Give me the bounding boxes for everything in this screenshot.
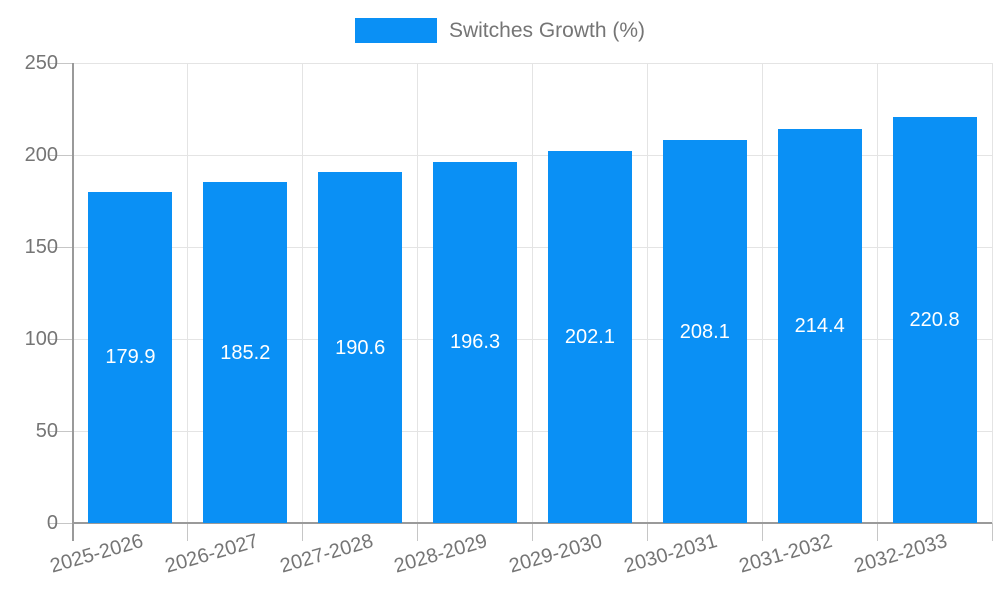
bar bbox=[433, 161, 518, 523]
x-tick-label: 2030-2031 bbox=[621, 530, 720, 578]
legend-swatch bbox=[354, 18, 437, 43]
v-gridline bbox=[302, 63, 304, 523]
x-tick-label: 2027-2028 bbox=[277, 530, 376, 578]
y-tick bbox=[48, 522, 73, 524]
bar bbox=[318, 172, 403, 523]
bar-value-label: 208.1 bbox=[679, 320, 730, 343]
bar bbox=[547, 151, 632, 523]
v-gridline bbox=[532, 63, 533, 523]
x-tick bbox=[302, 523, 304, 541]
v-gridline bbox=[761, 63, 763, 523]
bar-value-label: 220.8 bbox=[909, 308, 960, 331]
bar-value-label: 214.4 bbox=[794, 314, 845, 337]
bar-value-label: 202.1 bbox=[564, 326, 615, 349]
legend-label: Switches Growth (%) bbox=[448, 18, 646, 42]
bar bbox=[203, 182, 288, 523]
bar-value-label: 190.6 bbox=[335, 336, 386, 359]
legend: Switches Growth (%) bbox=[0, 18, 1000, 43]
y-tick-label: 0 bbox=[46, 512, 58, 534]
y-tick bbox=[48, 246, 73, 248]
y-tick bbox=[48, 338, 73, 340]
x-tick bbox=[532, 523, 533, 541]
x-tick-label: 2025-2026 bbox=[47, 530, 146, 578]
y-tick bbox=[48, 430, 73, 432]
x-tick bbox=[876, 523, 878, 541]
x-tick-label: 2028-2029 bbox=[392, 530, 491, 578]
v-gridline bbox=[876, 63, 878, 523]
x-tick bbox=[646, 523, 648, 541]
v-gridline bbox=[187, 63, 189, 523]
x-axis-line bbox=[73, 522, 992, 524]
y-tick bbox=[48, 62, 73, 64]
x-tick-label: 2026-2027 bbox=[162, 530, 261, 578]
y-tick-label: 50 bbox=[35, 420, 58, 442]
y-tick-label: 200 bbox=[24, 144, 58, 166]
y-tick bbox=[48, 154, 73, 156]
bar bbox=[662, 140, 747, 523]
x-tick bbox=[761, 523, 763, 541]
v-gridline bbox=[991, 63, 993, 523]
y-tick-label: 100 bbox=[24, 328, 58, 350]
v-gridline bbox=[646, 63, 648, 523]
bar bbox=[777, 128, 862, 523]
x-tick bbox=[991, 523, 993, 541]
v-gridline bbox=[417, 63, 419, 523]
bar-value-label: 185.2 bbox=[220, 341, 271, 364]
bar bbox=[88, 191, 173, 523]
y-tick-label: 250 bbox=[24, 52, 58, 74]
bar bbox=[892, 116, 977, 523]
bar-value-label: 179.9 bbox=[105, 346, 156, 369]
y-axis-line bbox=[72, 63, 74, 541]
x-tick bbox=[417, 523, 419, 541]
x-tick-label: 2029-2030 bbox=[506, 530, 606, 578]
x-tick-label: 2032-2033 bbox=[851, 530, 950, 578]
x-tick bbox=[187, 523, 189, 541]
x-tick-label: 2031-2032 bbox=[736, 530, 835, 578]
y-tick-label: 150 bbox=[24, 236, 58, 258]
bar-value-label: 196.3 bbox=[450, 331, 501, 354]
